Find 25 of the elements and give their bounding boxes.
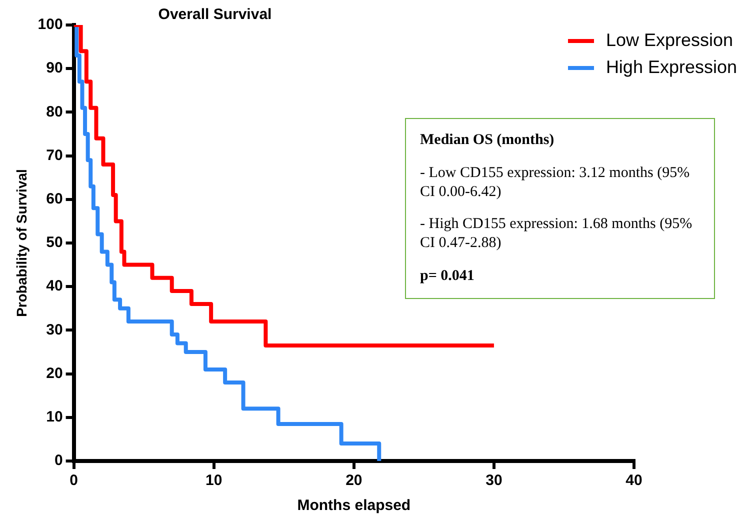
y-tick-label: 20 — [46, 364, 63, 382]
y-tick-label: 100 — [38, 16, 63, 34]
y-tick-label: 80 — [46, 103, 63, 120]
y-tick-label: 50 — [46, 234, 63, 252]
x-axis-title: Months elapsed — [297, 497, 411, 514]
legend-label: High Expression — [606, 57, 737, 78]
y-tick-label: 40 — [46, 278, 63, 295]
y-tick-label: 30 — [46, 321, 63, 338]
y-tick-label: 60 — [46, 190, 63, 208]
x-tick-label: 30 — [486, 472, 502, 490]
chart-title: Overall Survival — [157, 6, 273, 23]
annotation: - High CD155 expression: 1.68 months (95% CI 0.47-2.88) — [420, 215, 694, 253]
y-axis-title: Probability of Survival — [13, 169, 30, 317]
annotation: Median OS (months) — [420, 131, 556, 150]
y-tick-label: 70 — [46, 146, 63, 164]
annotation: p= 0.041 — [420, 266, 476, 286]
x-tick-label: 40 — [626, 472, 642, 490]
x-tick-label: 10 — [206, 472, 222, 490]
legend-label: Low Expression — [606, 30, 734, 51]
y-tick-label: 0 — [54, 452, 63, 470]
y-tick-label: 90 — [46, 60, 63, 77]
annotation: - Low CD155 expression: 3.12 months (95% CI 0.00-6.42) — [420, 164, 691, 202]
x-tick-label: 0 — [70, 472, 78, 490]
x-tick-label: 20 — [346, 472, 362, 490]
y-tick-label: 10 — [46, 408, 63, 426]
